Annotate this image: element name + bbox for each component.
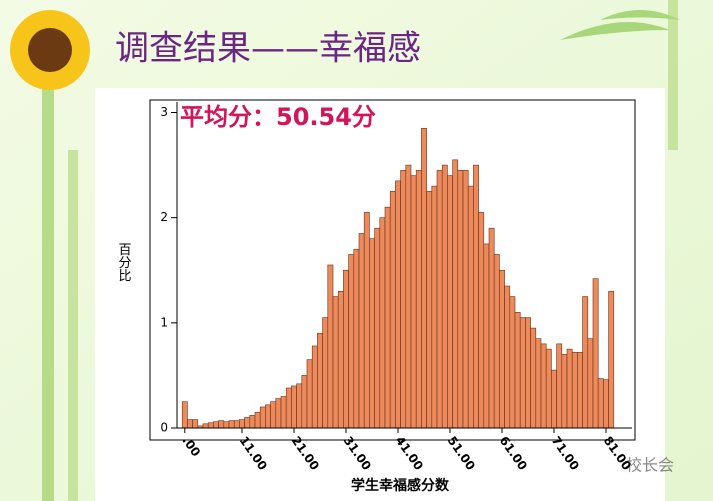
bar xyxy=(327,264,334,429)
bar xyxy=(181,401,188,429)
watermark: 校长会 xyxy=(626,456,674,475)
bar xyxy=(265,404,271,429)
title: 调查结果——幸福感 xyxy=(115,29,421,69)
bar xyxy=(447,175,453,429)
bar xyxy=(249,415,256,429)
bar xyxy=(551,369,557,429)
bar xyxy=(358,233,365,429)
bar xyxy=(571,351,578,429)
bar xyxy=(228,420,235,429)
annotation: 平均分：50.54分 xyxy=(180,103,376,131)
bar xyxy=(322,317,329,429)
y-axis-label: 百分比 xyxy=(116,243,132,283)
bar xyxy=(343,269,349,429)
bar xyxy=(608,290,615,429)
bar xyxy=(275,398,282,429)
bar xyxy=(478,212,485,429)
bar xyxy=(207,422,214,429)
bar xyxy=(525,317,531,429)
bar xyxy=(306,359,313,429)
bar xyxy=(410,175,417,429)
bamboo xyxy=(42,0,680,501)
bar xyxy=(530,327,537,429)
y-tick-label: 1 xyxy=(160,315,168,329)
bar xyxy=(285,387,292,429)
bar xyxy=(202,423,209,429)
bar xyxy=(514,312,521,429)
bar xyxy=(187,419,193,429)
bar xyxy=(270,401,277,429)
bar xyxy=(561,354,568,429)
bar xyxy=(280,396,287,429)
bar xyxy=(254,411,261,429)
bar xyxy=(363,212,370,429)
bar xyxy=(233,420,240,429)
bar xyxy=(374,227,381,429)
bar xyxy=(431,185,438,429)
bar xyxy=(239,419,245,429)
bar xyxy=(577,351,583,429)
x-axis-label: 学生幸福感分数 xyxy=(351,477,450,494)
bar xyxy=(426,191,433,429)
bar xyxy=(467,185,474,429)
bar xyxy=(441,164,448,429)
bar xyxy=(597,378,604,429)
bar xyxy=(311,345,318,429)
bar xyxy=(509,296,516,429)
bar xyxy=(337,290,344,429)
bar xyxy=(395,180,401,429)
bar xyxy=(415,170,422,429)
bar xyxy=(244,417,251,429)
bar xyxy=(348,254,355,429)
bar xyxy=(504,285,511,429)
bar xyxy=(369,238,375,429)
bar xyxy=(353,248,360,429)
bar xyxy=(223,421,230,429)
bar xyxy=(452,159,459,429)
y-tick-label: 2 xyxy=(160,210,168,224)
bar xyxy=(301,375,308,429)
bar xyxy=(291,385,297,429)
bar xyxy=(213,421,219,429)
bar xyxy=(317,333,323,429)
bar xyxy=(296,383,303,429)
bar xyxy=(587,338,594,429)
bar xyxy=(457,170,464,429)
bar xyxy=(519,317,526,429)
bar xyxy=(389,191,396,429)
bar xyxy=(379,217,386,429)
bar xyxy=(436,170,443,429)
bar xyxy=(592,278,599,429)
bar xyxy=(556,343,563,429)
bar xyxy=(535,338,542,429)
sunflower xyxy=(10,10,90,90)
y-tick-label: 3 xyxy=(160,105,168,119)
bar xyxy=(400,170,407,429)
bar xyxy=(421,127,427,429)
y-tick-label: 0 xyxy=(160,421,168,435)
bar xyxy=(473,164,479,429)
bar xyxy=(545,348,552,429)
bar xyxy=(582,296,589,429)
bar xyxy=(192,419,199,429)
bar xyxy=(566,348,573,429)
bar xyxy=(499,269,505,429)
bar xyxy=(405,164,412,429)
bar xyxy=(493,254,500,429)
bar xyxy=(540,343,547,429)
bar xyxy=(488,227,495,429)
bar xyxy=(384,206,391,429)
bar xyxy=(218,420,225,429)
bar xyxy=(603,379,609,429)
bar xyxy=(259,406,266,429)
bar xyxy=(332,296,339,429)
bar xyxy=(483,243,490,429)
bar xyxy=(462,170,469,429)
